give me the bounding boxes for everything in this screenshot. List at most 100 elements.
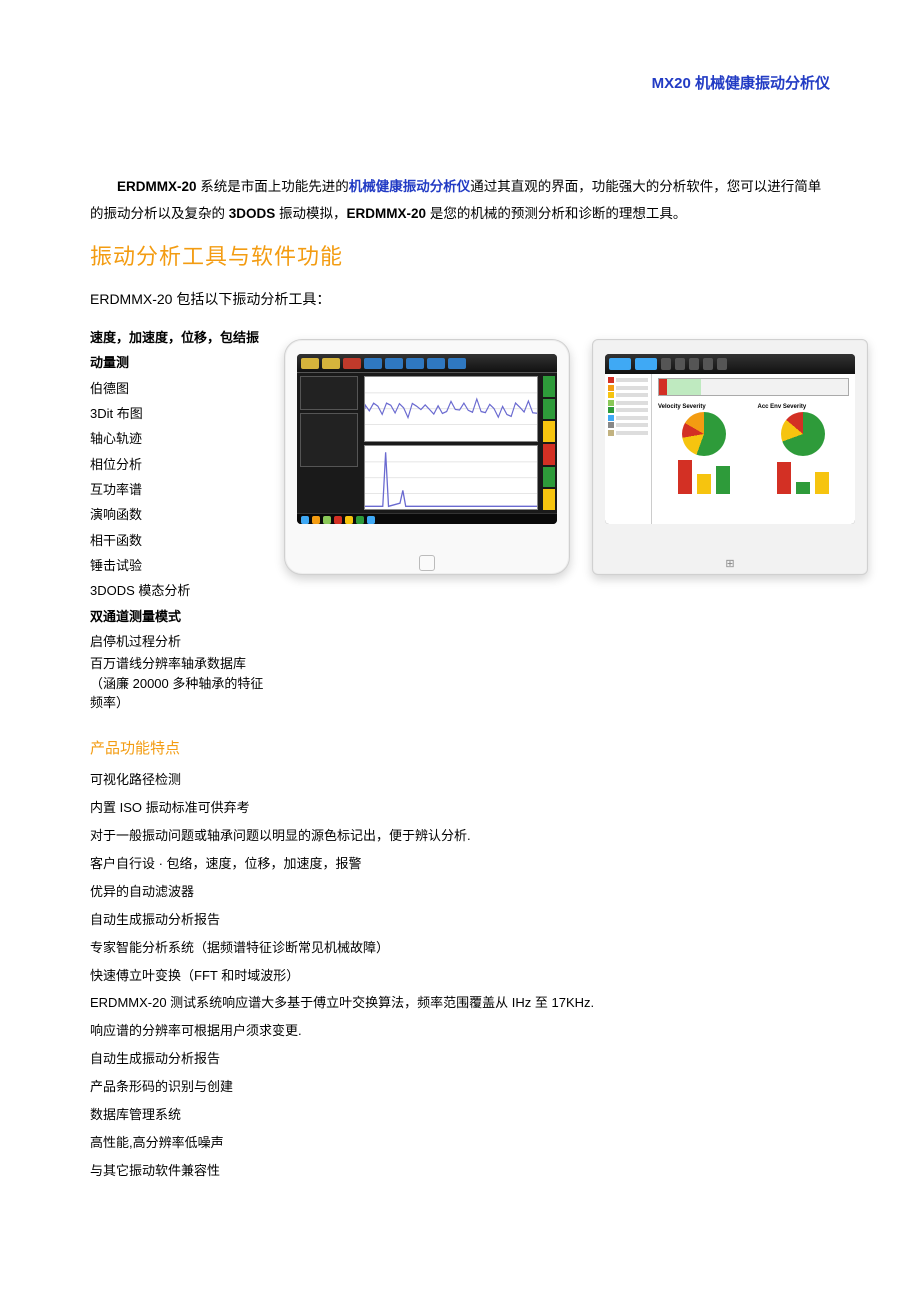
intro-t1: 系统是市面上功能先进的 xyxy=(197,179,349,194)
tools-list: 速度，加速度，位移，包结振动量测 伯德图 3Dit 布图 轴心轨迹 相位分析 互… xyxy=(90,325,270,713)
taskbar-icon xyxy=(367,516,375,524)
toolbar-button-icon xyxy=(448,358,466,369)
section1-heading: 振动分析工具与软件功能 xyxy=(90,239,830,271)
toolbar-button-icon xyxy=(427,358,445,369)
legend-item xyxy=(608,430,648,436)
tools-bold-line2: 双通道测量模式 xyxy=(90,604,270,629)
bar xyxy=(678,460,692,494)
toolbar-button-icon xyxy=(343,358,361,369)
velocity-severity-panel: Velocity Severity xyxy=(658,404,750,494)
dashboard-strip xyxy=(658,378,849,396)
bar xyxy=(716,466,730,494)
bar xyxy=(777,462,791,494)
tab-icon xyxy=(675,358,685,370)
feature-item: 内置 ISO 振动标准可供弃考 xyxy=(90,794,830,822)
legend-item xyxy=(608,400,648,406)
bar-trio xyxy=(658,460,750,494)
strip-segment xyxy=(659,379,667,395)
page-title: MX20 机械健康振动分析仪 xyxy=(90,72,830,93)
feature-item: 自动生成振动分析报告 xyxy=(90,906,830,934)
feature-item: 可视化路径检测 xyxy=(90,766,830,794)
strip-segment xyxy=(667,379,701,395)
feature-item: 数据库管理系统 xyxy=(90,1101,830,1129)
legend-item xyxy=(608,422,648,428)
tab-icon xyxy=(689,358,699,370)
toolbar-button-icon xyxy=(301,358,319,369)
feature-item: 客户自行设 · 包络，速度，位移，加速度，报警 xyxy=(90,850,830,878)
severity-cell xyxy=(543,421,555,442)
tool-item: 轴心轨迹 xyxy=(90,426,270,451)
severity-cell xyxy=(543,467,555,488)
bar-trio xyxy=(758,460,850,494)
tool-item: 3Dit 布图 xyxy=(90,401,270,426)
legend-item xyxy=(608,392,648,398)
tool-item: 启停机过程分析 xyxy=(90,629,270,654)
taskbar xyxy=(297,513,557,524)
tools-intro: ERDMMX-20 包括以下振动分析工具： xyxy=(90,289,830,309)
tool-item: 相干函数 xyxy=(90,528,270,553)
feature-item: 响应谱的分辨率可根据用户须求变更. xyxy=(90,1017,830,1045)
intro-t3: 振动模拟， xyxy=(275,206,346,221)
feature-list: 可视化路径检测内置 ISO 振动标准可供弃考对于一般振动问题或轴承问题以明显的源… xyxy=(90,766,830,1185)
dashboard-legend xyxy=(605,374,652,524)
tool-item: 3DODS 模态分析 xyxy=(90,578,270,603)
legend-item xyxy=(608,407,648,413)
tab-icon xyxy=(717,358,727,370)
tab-icon xyxy=(635,358,657,370)
spectrum-chart-fft xyxy=(364,445,538,511)
tab-icon xyxy=(609,358,631,370)
pie-chart-icon xyxy=(781,412,825,456)
intro-t4: 是您的机械的预测分析和诊断的理想工具。 xyxy=(426,206,686,221)
tools-bold-line: 速度，加速度，位移，包结振动量测 xyxy=(90,325,270,376)
toolbar-button-icon xyxy=(385,358,403,369)
feature-item: 优异的自动滤波器 xyxy=(90,878,830,906)
tool-item: 演响函数 xyxy=(90,502,270,527)
tablet-screen-dashboard: Velocity Severity Acc Env Severity xyxy=(605,354,855,524)
tool-item: 锤击试验 xyxy=(90,553,270,578)
section2-heading: 产品功能特点 xyxy=(90,737,830,758)
toolbar-button-icon xyxy=(406,358,424,369)
severity-cell xyxy=(543,376,555,397)
tab-icon xyxy=(661,358,671,370)
taskbar-icon xyxy=(312,516,320,524)
feature-item: ERDMMX-20 测试系统响应谱大多基于傅立叶交换算法，频率范围覆盖从 IHz… xyxy=(90,989,830,1017)
severity-indicator-bars xyxy=(541,373,557,513)
feature-item: 快速傅立叶变换（FFT 和时域波形） xyxy=(90,962,830,990)
taskbar-icon xyxy=(345,516,353,524)
taskbar-icon xyxy=(356,516,364,524)
spectrum-info-box xyxy=(300,413,358,467)
intro-paragraph: ERDMMX-20 系统是市面上功能先进的机械健康振动分析仪通过其直观的界面，功… xyxy=(90,173,830,227)
legend-item xyxy=(608,385,648,391)
legend-item xyxy=(608,415,648,421)
tool-item: 相位分析 xyxy=(90,452,270,477)
tools-note: 百万谱线分辨率轴承数据库（涵廉 20000 多种轴承的特征频率） xyxy=(90,654,270,713)
tablet-screen-spectrum xyxy=(297,354,557,524)
feature-item: 与其它振动软件兼容性 xyxy=(90,1157,830,1185)
legend-item xyxy=(608,377,648,383)
feature-item: 专家智能分析系统（据频谱特征诊断常见机械故障） xyxy=(90,934,830,962)
toolbar-button-icon xyxy=(364,358,382,369)
intro-link: 机械健康振动分析仪 xyxy=(349,179,471,194)
taskbar-icon xyxy=(334,516,342,524)
bar xyxy=(796,482,810,494)
severity-cell xyxy=(543,444,555,465)
feature-item: 产品条形码的识别与创建 xyxy=(90,1073,830,1101)
tablet-images: Velocity Severity Acc Env Severity xyxy=(284,325,868,575)
spectrum-chart-waveform xyxy=(364,376,538,442)
taskbar-icon xyxy=(323,516,331,524)
toolbar-button-icon xyxy=(322,358,340,369)
tool-item: 互功率谱 xyxy=(90,477,270,502)
bar xyxy=(815,472,829,494)
tab-icon xyxy=(703,358,713,370)
feature-item: 对于一般振动问题或轴承问题以明显的源色标记出，便于辨认分析. xyxy=(90,822,830,850)
intro-lead: ERDMMX-20 xyxy=(117,179,197,194)
panel-title: Velocity Severity xyxy=(658,404,750,410)
feature-item: 自动生成振动分析报告 xyxy=(90,1045,830,1073)
tablet-device-dashboard: Velocity Severity Acc Env Severity xyxy=(592,339,868,575)
severity-cell xyxy=(543,489,555,510)
pie-chart-icon xyxy=(682,412,726,456)
panel-title: Acc Env Severity xyxy=(758,404,850,410)
tool-item: 伯德图 xyxy=(90,376,270,401)
intro-b3: ERDMMX-20 xyxy=(347,206,427,221)
tablet-device-spectrum xyxy=(284,339,570,575)
